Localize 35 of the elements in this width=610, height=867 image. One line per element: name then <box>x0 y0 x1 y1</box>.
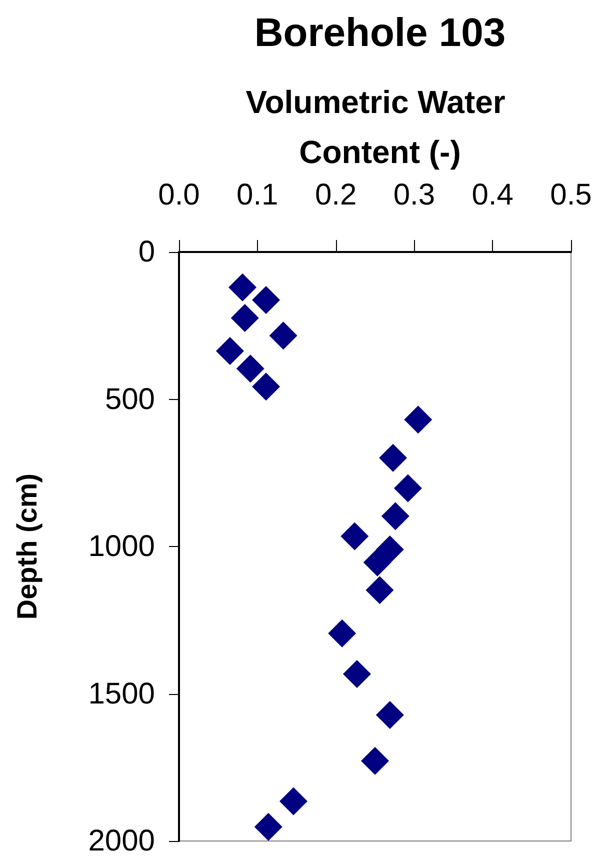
x-tick-label: 0.5 <box>550 178 592 212</box>
point <box>230 304 259 332</box>
point <box>342 660 371 688</box>
point <box>361 746 389 775</box>
point <box>228 273 257 302</box>
point <box>366 576 394 604</box>
point <box>340 522 369 550</box>
y-tick-label: 1500 <box>88 677 155 710</box>
point <box>363 548 392 576</box>
point <box>379 444 408 472</box>
y-tick-label: 0 <box>138 236 155 268</box>
point <box>394 474 422 502</box>
chart-title: Borehole 103 <box>254 11 506 55</box>
point <box>254 812 282 841</box>
point <box>279 787 308 816</box>
x-tick-label: 0.0 <box>158 178 200 212</box>
x-tick-label: 0.3 <box>393 178 436 212</box>
x-tick-label: 0.2 <box>314 178 357 212</box>
y-axis-title: Depth (cm) <box>12 473 42 620</box>
point <box>236 354 264 383</box>
point <box>376 700 404 729</box>
point <box>269 322 298 350</box>
point <box>252 372 280 401</box>
x-axis-title: Volumetric Water Content (-) <box>246 84 514 170</box>
y-tick-label: 500 <box>104 382 155 416</box>
y-tick-label: 1000 <box>88 530 155 563</box>
point <box>404 406 432 434</box>
point <box>252 286 280 314</box>
x-tick-label: 0.4 <box>472 178 514 212</box>
y-tick-label: 2000 <box>88 824 155 858</box>
point <box>376 535 404 564</box>
point <box>216 336 244 365</box>
point <box>381 502 410 530</box>
point <box>328 619 356 648</box>
x-tick-label: 0.1 <box>236 178 278 212</box>
